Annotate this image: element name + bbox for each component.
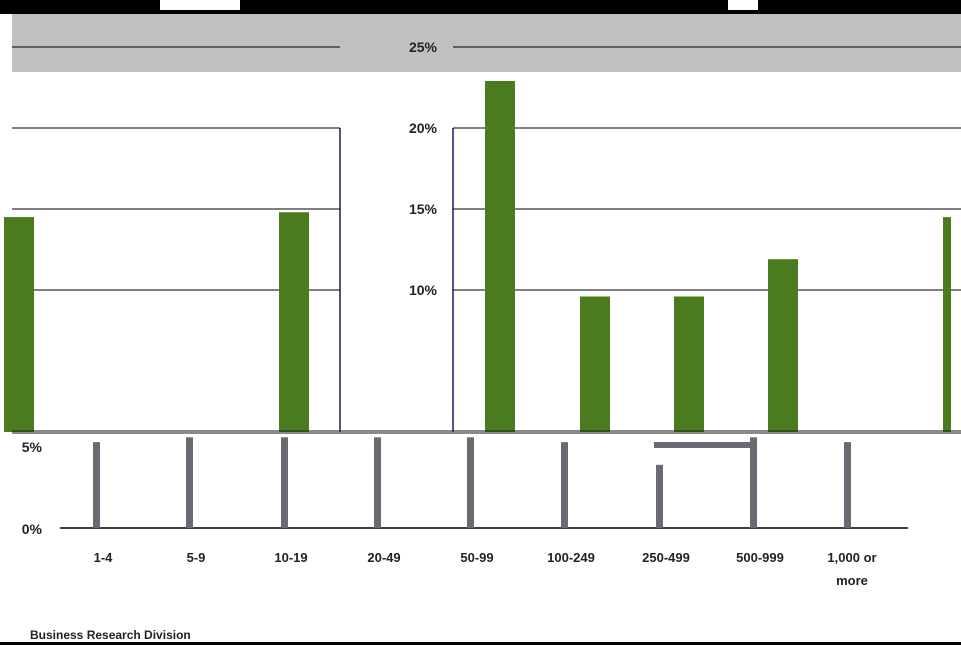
right-bar [943,217,951,432]
x-category-label: 1,000 or [827,550,876,565]
right-y-tick-label: 20% [409,120,438,136]
x-category-label: 20-49 [367,550,400,565]
bottom-bar [281,437,288,528]
bottom-bar [374,437,381,528]
bottom-bar-cap [654,442,754,448]
header-band [12,14,961,72]
toolbar-block [160,0,240,10]
bottom-rule [0,642,961,645]
bottom-bar [750,437,757,528]
x-category-label: 500-999 [736,550,784,565]
right-y-tick-label: 10% [409,282,438,298]
left-bar [4,217,34,432]
right-y-tick-label: 25% [409,39,438,55]
x-category-label: 1-4 [94,550,114,565]
bottom-bar [561,442,568,528]
top-toolbar-strip [0,0,961,14]
bottom-bar [844,442,851,528]
right-bar [674,296,704,432]
x-category-label: 250-499 [642,550,690,565]
bottom-bar [467,437,474,528]
bottom-bar [93,442,100,528]
x-category-label: 10-19 [274,550,307,565]
right-bar [485,81,515,433]
panel-seam [12,430,961,434]
right-bar [580,296,610,432]
left-bar [279,212,309,432]
right-y-tick-label: 15% [409,201,438,217]
footer-source: Business Research Division [30,628,191,642]
x-category-label: 50-99 [460,550,493,565]
bottom-bar [656,464,663,528]
right-bar [768,259,798,432]
bottom-y-tick-label: 5% [22,439,43,455]
toolbar-block [728,0,758,10]
x-category-label: 100-249 [547,550,595,565]
bottom-bar [186,437,193,528]
x-category-label: 5-9 [187,550,206,565]
bottom-y-tick-label: 0% [22,521,43,537]
x-category-label: more [836,573,868,588]
